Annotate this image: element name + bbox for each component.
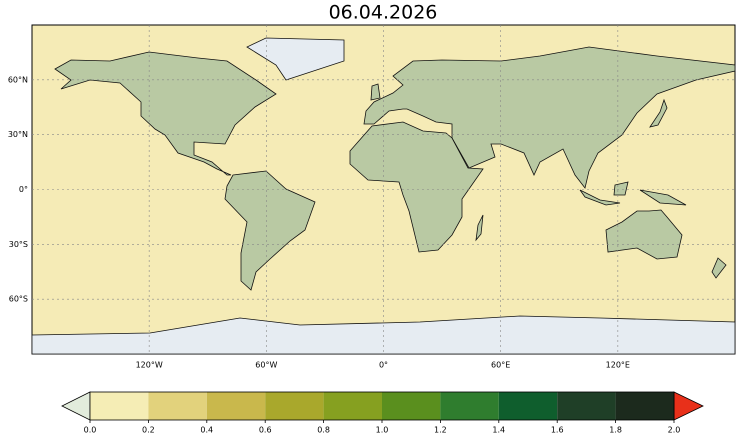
colorbar-tick-label: 0.0 — [84, 426, 97, 435]
colorbar-tick-label: 1.8 — [609, 426, 622, 435]
colorbar-tick-label: 2.0 — [668, 426, 681, 435]
greenland — [246, 37, 345, 81]
colorbar-bin — [206, 392, 266, 420]
lat-label: 30°N — [8, 130, 28, 139]
colorbar-bin — [615, 392, 674, 420]
lon-label: 120°E — [606, 361, 630, 370]
colorbar-tick-label: 1.6 — [551, 426, 564, 435]
lat-label: 60°N — [8, 75, 28, 84]
eurasia — [363, 46, 736, 189]
madagascar — [475, 214, 484, 242]
new-zealand — [711, 257, 727, 279]
colorbar-bin — [498, 392, 558, 420]
australia — [605, 209, 683, 260]
colorbar-bin — [90, 392, 149, 420]
colorbar-bin — [382, 392, 441, 420]
africa — [349, 121, 484, 253]
lon-label: 120°W — [136, 361, 163, 370]
colorbar-bin — [148, 392, 207, 420]
lat-label: 0° — [19, 185, 28, 194]
colorbar-under — [61, 391, 91, 421]
colorbar: 0.0 0.2 0.4 0.6 0.8 1.0 1.2 1.4 1.6 1.8 2.0 — [61, 391, 704, 435]
colorbar-bin — [440, 392, 499, 420]
lon-label: 60°E — [491, 361, 510, 370]
colorbar-over — [673, 391, 704, 421]
colorbar-tick-label: 1.4 — [492, 426, 505, 435]
colorbar-bin — [265, 392, 324, 420]
lat-label: 30°S — [9, 240, 28, 249]
colorbar-tick-label: 0.4 — [200, 426, 213, 435]
south-america — [224, 170, 316, 291]
colorbar-tick-label: 0.6 — [259, 426, 272, 435]
uk — [370, 83, 381, 101]
colorbar-bin — [323, 392, 382, 420]
title: 06.04.2026 — [329, 2, 438, 24]
colorbar-tick-label: 1.2 — [434, 426, 447, 435]
colorbar-bin — [557, 392, 616, 420]
colorbar-tick-label: 0.2 — [142, 426, 155, 435]
japan — [649, 98, 668, 128]
colorbar-tick-label: 0.8 — [317, 426, 330, 435]
lon-label: 60°W — [255, 361, 277, 370]
colorbar-tick-label: 1.0 — [376, 426, 389, 435]
indonesia — [579, 181, 687, 206]
lat-label: 60°S — [9, 295, 28, 304]
map-grid: 60°N 30°N 0° 30°S 60°S 120°W 60°W 0° 60°E 120°E — [8, 25, 735, 370]
lon-label: 0° — [379, 361, 388, 370]
north-america — [54, 51, 277, 176]
